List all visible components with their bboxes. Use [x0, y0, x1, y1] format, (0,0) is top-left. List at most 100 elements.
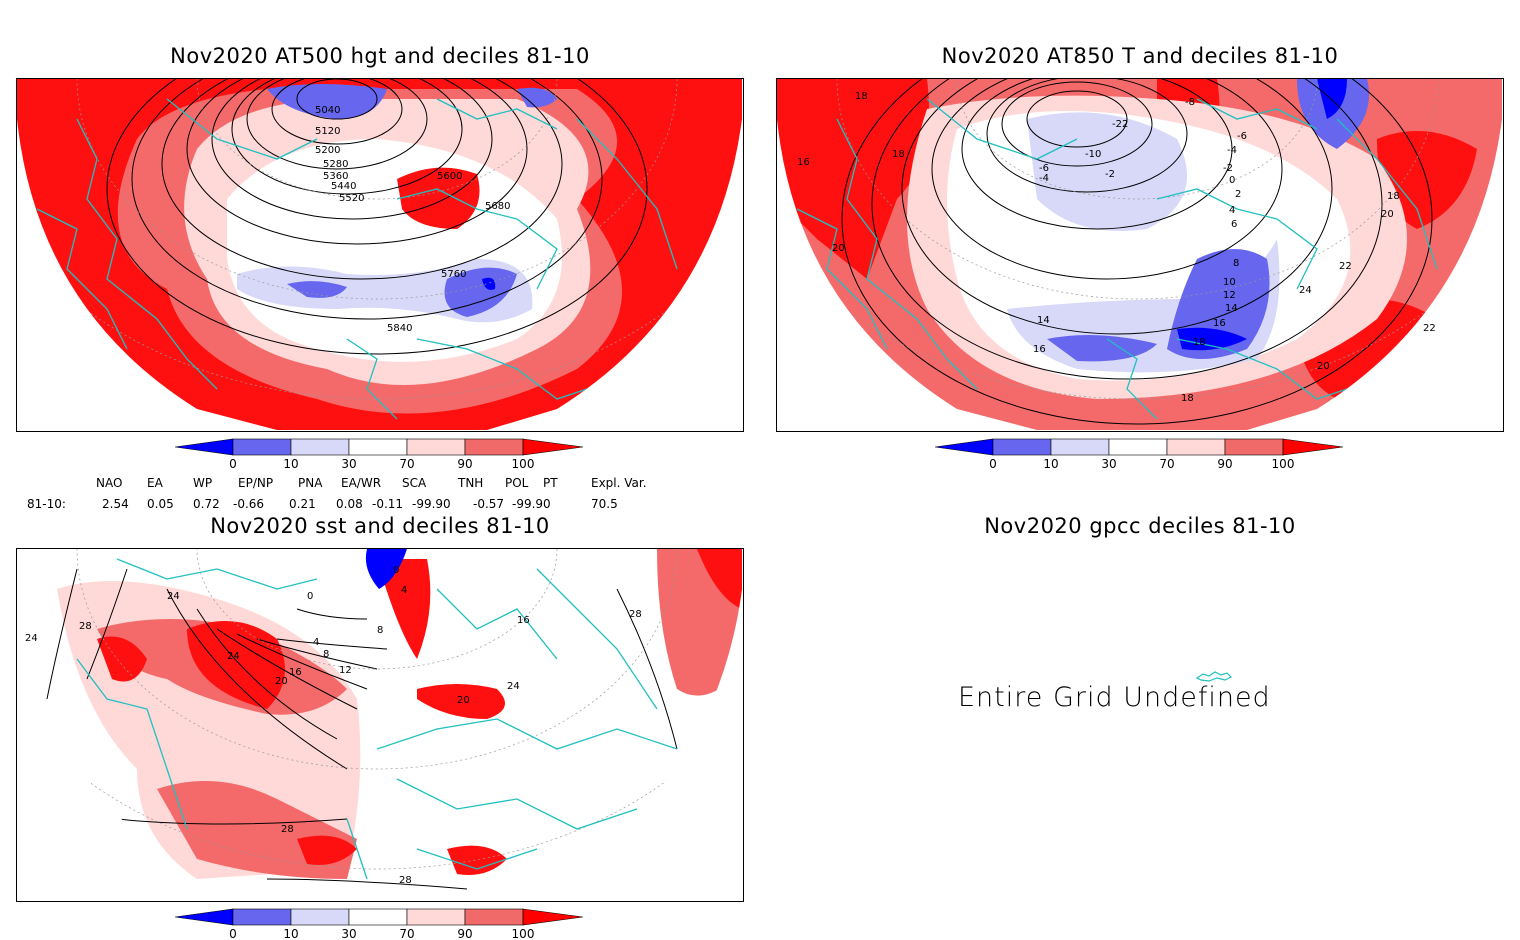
contour-label: 5680	[485, 201, 510, 212]
colorbar-tick-label: 90	[457, 927, 472, 940]
contour-label: 20	[832, 243, 845, 254]
map-panel-t850: 18 18 16 20 -22 -10 -6 -4 -2 -8 -6 -4 -2…	[776, 78, 1504, 432]
index-value-pna: 0.21	[289, 497, 316, 511]
colorbar-tick-label: 70	[399, 927, 414, 940]
contour-label: 18	[892, 149, 905, 160]
contour-label: 14	[1225, 303, 1238, 314]
contour-label: -8	[1185, 97, 1195, 108]
contour-label: 24	[1299, 285, 1312, 296]
contour-label: 18	[855, 91, 868, 102]
contour-label: -2	[1105, 169, 1115, 180]
colorbar-tick-label: 90	[457, 457, 472, 471]
index-value-pt: -99.90	[512, 497, 551, 511]
index-value-epnp: -0.66	[233, 497, 265, 511]
contour-label: 4	[401, 585, 407, 596]
index-header-nao: NAO	[96, 476, 123, 490]
contour-label: 0	[1229, 175, 1235, 186]
colorbar-tick-label: 10	[283, 457, 298, 471]
index-header-ea: EA	[147, 476, 163, 490]
gpcc-coastline-fragment	[1195, 671, 1233, 682]
colorbar-tick-label: 70	[399, 457, 414, 471]
panel-title-hgt500: Nov2020 AT500 hgt and deciles 81-10	[170, 44, 590, 68]
contour-label: 5840	[387, 323, 412, 334]
index-value-explvar: 70.5	[591, 497, 618, 511]
colorbar-tick-label: 100	[1272, 457, 1295, 471]
index-row-label: 81-10:	[27, 497, 66, 511]
colorbar-tick-label: 100	[512, 457, 535, 471]
contour-label: 5360	[323, 171, 348, 182]
undefined-grid-message: Entire Grid Undefined	[958, 682, 1271, 713]
colorbar-tick-label: 0	[229, 457, 237, 471]
contour-label: 16	[1213, 318, 1226, 329]
contour-label: 2	[1235, 189, 1241, 200]
contour-label: 5440	[331, 181, 356, 192]
contour-label: 6	[1231, 219, 1237, 230]
index-header-wp: WP	[193, 476, 213, 490]
contour-label: -6	[1039, 163, 1049, 174]
contour-label: 16	[517, 615, 530, 626]
contour-label: 14	[1037, 315, 1050, 326]
index-value-wp: 0.72	[193, 497, 220, 511]
index-value-eawr: 0.08	[336, 497, 363, 511]
colorbar-tick-label: 100	[512, 927, 535, 940]
colorbar-tick-label: 30	[1101, 457, 1116, 471]
index-header-sca: SCA	[402, 476, 427, 490]
contour-label: -22	[1112, 119, 1128, 130]
index-header-epnp: EP/NP	[238, 476, 274, 490]
contour-label: 20	[275, 676, 288, 687]
index-header-pol: POL	[505, 476, 529, 490]
contour-label: 4	[1229, 205, 1235, 216]
index-header-explvar: Expl. Var.	[591, 476, 647, 490]
contour-label: 0	[307, 591, 313, 602]
index-value-ea: 0.05	[147, 497, 174, 511]
colorbar-sst: 0 10 30 70 90 100	[175, 908, 584, 940]
colorbar-tick-label: 0	[229, 927, 237, 940]
contour-label: 20	[1381, 209, 1394, 220]
contour-label: 24	[25, 633, 38, 644]
map-panel-hgt500: 5040 5120 5200 5280 5360 5440 5520 5600 …	[16, 78, 744, 432]
contour-label: 16	[289, 667, 302, 678]
contour-label: 18	[1387, 191, 1400, 202]
contour-label: 18	[1181, 393, 1194, 404]
contour-label: 28	[79, 621, 92, 632]
colorbar-hgt500: 0 10 30 70 90 100	[175, 438, 584, 471]
contour-label: 16	[1033, 344, 1046, 355]
contour-label: 24	[227, 651, 240, 662]
contour-label: -4	[1039, 173, 1049, 184]
index-header-pt: PT	[543, 476, 558, 490]
contour-label: 18	[1193, 337, 1206, 348]
contour-label: 24	[507, 681, 520, 692]
index-header-eawr: EA/WR	[341, 476, 382, 490]
contour-label: 28	[629, 609, 642, 620]
colorbar-tick-label: 30	[341, 457, 356, 471]
contour-label: 5600	[437, 171, 462, 182]
contour-label: 5760	[441, 269, 466, 280]
contour-label: 5280	[323, 159, 348, 170]
contour-label: 16	[797, 157, 810, 168]
contour-label: 5040	[315, 105, 340, 116]
contour-label: 8	[323, 649, 329, 660]
colorbar-tick-label: 10	[1043, 457, 1058, 471]
contour-label: 20	[1317, 361, 1330, 372]
contour-label: -10	[1085, 149, 1101, 160]
contour-label: 0	[393, 565, 399, 576]
colorbar-tick-label: 10	[283, 927, 298, 940]
contour-label: 28	[281, 824, 294, 835]
contour-label: 4	[313, 637, 319, 648]
contour-label: 28	[399, 875, 412, 886]
panel-title-gpcc: Nov2020 gpcc deciles 81-10	[984, 514, 1296, 538]
index-header-tnh: TNH	[458, 476, 484, 490]
panel-title-sst: Nov2020 sst and deciles 81-10	[210, 514, 550, 538]
contour-label: 8	[1233, 258, 1239, 269]
contour-label: 8	[377, 625, 383, 636]
colorbar-tick-label: 90	[1217, 457, 1232, 471]
contour-label: 22	[1423, 323, 1436, 334]
contour-label: 10	[1223, 277, 1236, 288]
contour-label: 12	[1223, 290, 1236, 301]
contour-label: -2	[1223, 163, 1233, 174]
index-header-pna: PNA	[298, 476, 323, 490]
index-value-sca: -0.11	[372, 497, 404, 511]
colorbar-tick-label: 70	[1159, 457, 1174, 471]
contour-label: -6	[1237, 131, 1247, 142]
map-panel-sst: 24 24 28 24 20 16 12 8 4 0 0 4 8 16 20 2…	[16, 548, 744, 902]
